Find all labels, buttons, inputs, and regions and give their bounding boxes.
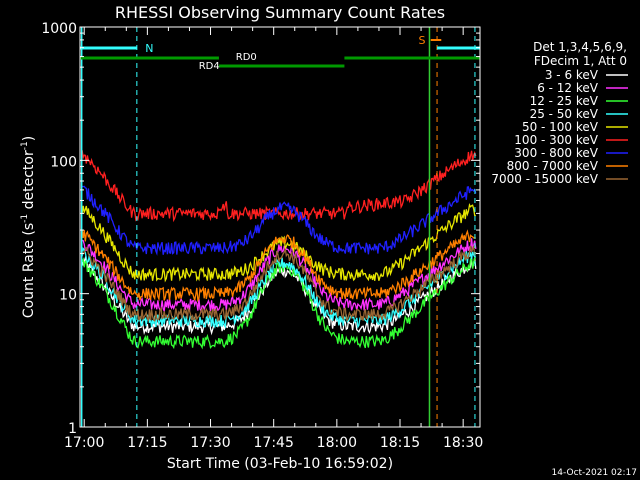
legend-entry-label: 50 - 100 keV xyxy=(522,120,599,134)
series-line-1 xyxy=(81,238,477,314)
x-axis-label: Start Time (03-Feb-10 16:59:02) xyxy=(167,456,393,472)
x-tick-label: 17:00 xyxy=(64,435,104,451)
chart-title: RHESSI Observing Summary Count Rates xyxy=(115,3,445,22)
annotation-layer: N S RD0 RD4 xyxy=(80,27,480,427)
series-line-5 xyxy=(81,150,477,223)
legend-entry-label: 3 - 6 keV xyxy=(545,68,599,82)
legend-entry-label: 7000 - 15000 keV xyxy=(491,172,598,186)
x-tick-label: 17:45 xyxy=(254,435,294,451)
timestamp: 14-Oct-2021 02:17 xyxy=(552,468,637,478)
series-line-7 xyxy=(81,229,477,303)
series-line-2 xyxy=(81,256,476,350)
legend-entry-label: 12 - 25 keV xyxy=(530,94,599,108)
legend-entry-label: 800 - 7000 keV xyxy=(507,159,599,173)
series-line-8 xyxy=(81,245,477,323)
legend-header-1: Det 1,3,4,5,6,9, xyxy=(533,40,627,54)
legend-entry-label: 6 - 12 keV xyxy=(537,81,599,95)
y-axis-label: Count Rate (s-1 detector-1) xyxy=(20,136,37,318)
x-tick-label: 18:15 xyxy=(380,435,420,451)
y-tick-label: 100 xyxy=(50,154,77,170)
x-tick-label: 18:30 xyxy=(443,435,483,451)
plot-frame xyxy=(79,26,481,428)
y-label-main: Count Rate (s xyxy=(21,223,37,318)
y-label-sup1: -1 xyxy=(20,214,30,223)
y-label-end: ) xyxy=(21,136,37,141)
y-tick-label: 1000 xyxy=(41,21,77,37)
legend-entry-label: 100 - 300 keV xyxy=(514,133,598,147)
y-label-sup2: -1 xyxy=(20,141,30,150)
x-tick-label: 17:15 xyxy=(127,435,167,451)
night-label: N xyxy=(145,42,153,55)
axis-ticks: 17:00 17:15 17:30 17:45 18:00 18:15 18:30 1 10 10… xyxy=(41,21,483,451)
legend-entry-label: 300 - 800 keV xyxy=(514,146,598,160)
x-tick-label: 18:00 xyxy=(317,435,357,451)
y-tick-label: 10 xyxy=(59,288,77,304)
series-line-4 xyxy=(81,202,476,283)
x-tick-label: 17:30 xyxy=(190,435,230,451)
series-line-0 xyxy=(81,255,477,336)
saa-label: S xyxy=(419,34,426,47)
legend-header-2: FDecim 1, Att 0 xyxy=(534,54,627,68)
legend-entry-label: 25 - 50 keV xyxy=(530,107,599,121)
legend: Det 1,3,4,5,6,9, FDecim 1, Att 0 3 - 6 k… xyxy=(491,40,628,186)
y-label-mid: detector xyxy=(21,150,37,214)
rd0-label: RD0 xyxy=(236,52,257,63)
rd4-label: RD4 xyxy=(199,61,220,72)
series-layer xyxy=(81,150,477,350)
y-tick-label: 1 xyxy=(68,421,77,437)
series-line-6 xyxy=(81,185,477,256)
series-line-3 xyxy=(81,246,477,329)
